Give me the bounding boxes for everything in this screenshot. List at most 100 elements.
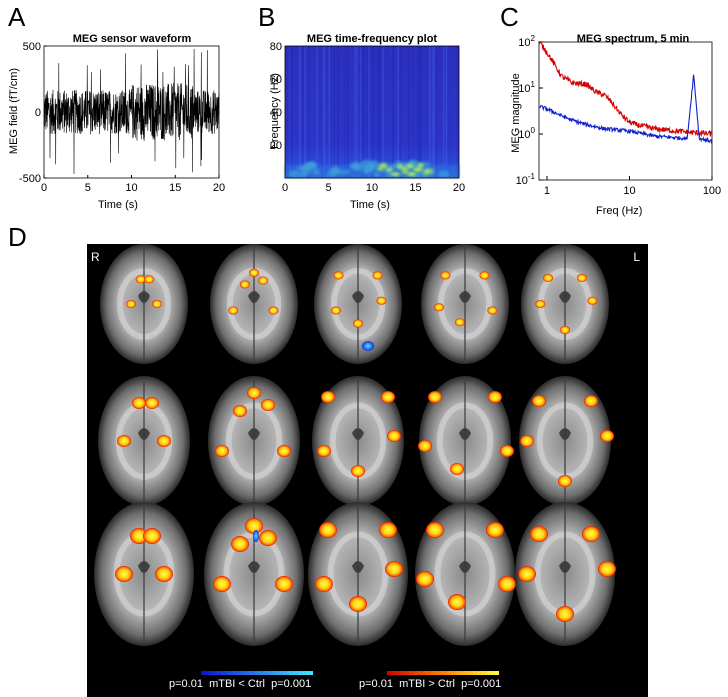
tf-blob: [305, 162, 318, 171]
spectrum-ytick-label: 10-1: [516, 172, 536, 187]
tf-stripe: [398, 46, 400, 178]
waveform-ytick-label: 500: [23, 41, 41, 53]
activation-blob-hot: [247, 387, 261, 399]
activation-blob-hot: [152, 300, 162, 308]
tf-hotspot: [394, 162, 406, 171]
spectrum-chart: 1 10 100 10-1 100 101 102: [516, 34, 722, 197]
waveform-xtick-label: 20: [213, 182, 225, 194]
activation-blob-hot: [387, 430, 401, 442]
tf-blob: [373, 171, 380, 178]
tf-stripe: [443, 46, 445, 178]
tf-ytick-label: 80: [270, 41, 282, 53]
colorbar-negative-label: p=0.01 mTBI < Ctrl p=0.001: [169, 678, 312, 690]
brain-slices-image: [94, 244, 616, 675]
activation-blob-hot: [532, 395, 546, 407]
activation-blob-hot: [268, 306, 279, 315]
activation-blob-hot: [488, 391, 502, 403]
tf-blob: [312, 169, 321, 175]
tf-stripe: [362, 46, 365, 178]
brain-slice: [210, 244, 298, 364]
tf-blob: [438, 170, 450, 178]
tf-stripe: [418, 46, 421, 178]
activation-blob-hot: [381, 391, 395, 403]
tf-stripe: [407, 46, 409, 178]
tf-stripe: [456, 46, 458, 178]
tf-stripe: [304, 46, 305, 178]
tf-heatmap-stripes: [287, 46, 458, 178]
activation-blob-hot: [416, 571, 434, 587]
tf-stripe: [436, 46, 438, 178]
tf-heatmap-hotspots: [285, 159, 459, 178]
panel-letter-b: B: [258, 2, 276, 32]
activation-blob-hot: [349, 596, 367, 612]
activation-blob-hot: [319, 522, 337, 538]
brain-slice: [515, 502, 616, 646]
activation-blob-hot: [228, 306, 239, 315]
spectrum-xtick-label: 10: [623, 185, 635, 197]
brain-slice: [418, 376, 514, 506]
tf-stripe: [355, 46, 358, 178]
activation-blob-hot: [520, 435, 534, 447]
activation-blob-cold: [253, 530, 259, 542]
activation-blob-hot: [434, 303, 444, 312]
activation-blob-hot: [498, 576, 516, 592]
tf-stripe: [337, 46, 338, 178]
activation-blob-hot: [275, 576, 293, 592]
tf-blob: [352, 161, 360, 168]
brain-slice: [98, 376, 190, 506]
tf-ytick-label: 40: [270, 107, 282, 119]
tf-stripe: [429, 46, 431, 178]
tf-blob: [288, 170, 300, 178]
activation-blob-hot: [518, 566, 536, 582]
tf-blob: [339, 169, 351, 175]
tf-stripe: [328, 46, 331, 178]
panel-letter-c: C: [500, 2, 519, 32]
tf-stripe: [412, 46, 414, 178]
activation-blob-hot: [418, 440, 432, 452]
tf-stripe: [292, 46, 293, 178]
activation-blob-hot: [315, 576, 333, 592]
activation-blob-hot: [233, 405, 247, 417]
tf-stripe: [379, 46, 381, 178]
brain-slices: [94, 244, 616, 646]
tf-stripe: [366, 46, 368, 178]
tf-stripe: [333, 46, 335, 178]
activation-blob-hot: [440, 271, 451, 280]
activation-blob-hot: [351, 465, 365, 477]
activation-blob-hot: [126, 300, 136, 308]
activation-blob-hot: [155, 566, 173, 582]
tf-stripe: [417, 46, 419, 178]
brain-slice: [415, 502, 516, 646]
tf-stripe: [391, 46, 393, 178]
spectrum-xlabel: Freq (Hz): [596, 205, 643, 217]
activation-blob-hot: [426, 522, 444, 538]
activation-blob-hot: [500, 445, 514, 457]
tf-xtick-label: 10: [366, 182, 378, 194]
tf-stripe: [316, 46, 318, 178]
activation-blob-hot: [117, 435, 131, 447]
activation-blob-hot: [376, 296, 387, 305]
activation-blob-hot: [144, 275, 155, 284]
activation-blob-hot: [213, 576, 231, 592]
activation-blob-hot: [558, 475, 572, 487]
tf-stripe: [400, 46, 402, 178]
waveform-xlabel: Time (s): [98, 199, 138, 211]
tf-xtick-label: 5: [325, 182, 331, 194]
tf-heatmap-background: [285, 46, 459, 178]
tf-frame: [284, 45, 460, 179]
tf-hotspot: [403, 162, 417, 170]
activation-blob-hot: [231, 536, 249, 552]
spectrum-ytick-label: 102: [518, 34, 535, 49]
activation-blob-hot: [584, 395, 598, 407]
brain-slice: [519, 376, 614, 506]
tf-stripe: [368, 46, 370, 178]
tf-stripe: [299, 46, 301, 178]
tf-stripe: [399, 46, 401, 178]
left-hemisphere-mark: L: [633, 250, 640, 264]
activation-blob-hot: [479, 271, 490, 280]
activation-blob-hot: [239, 280, 250, 289]
tf-stripe: [408, 46, 410, 178]
colorbar-negative: [201, 671, 313, 675]
tf-stripe: [328, 46, 331, 178]
